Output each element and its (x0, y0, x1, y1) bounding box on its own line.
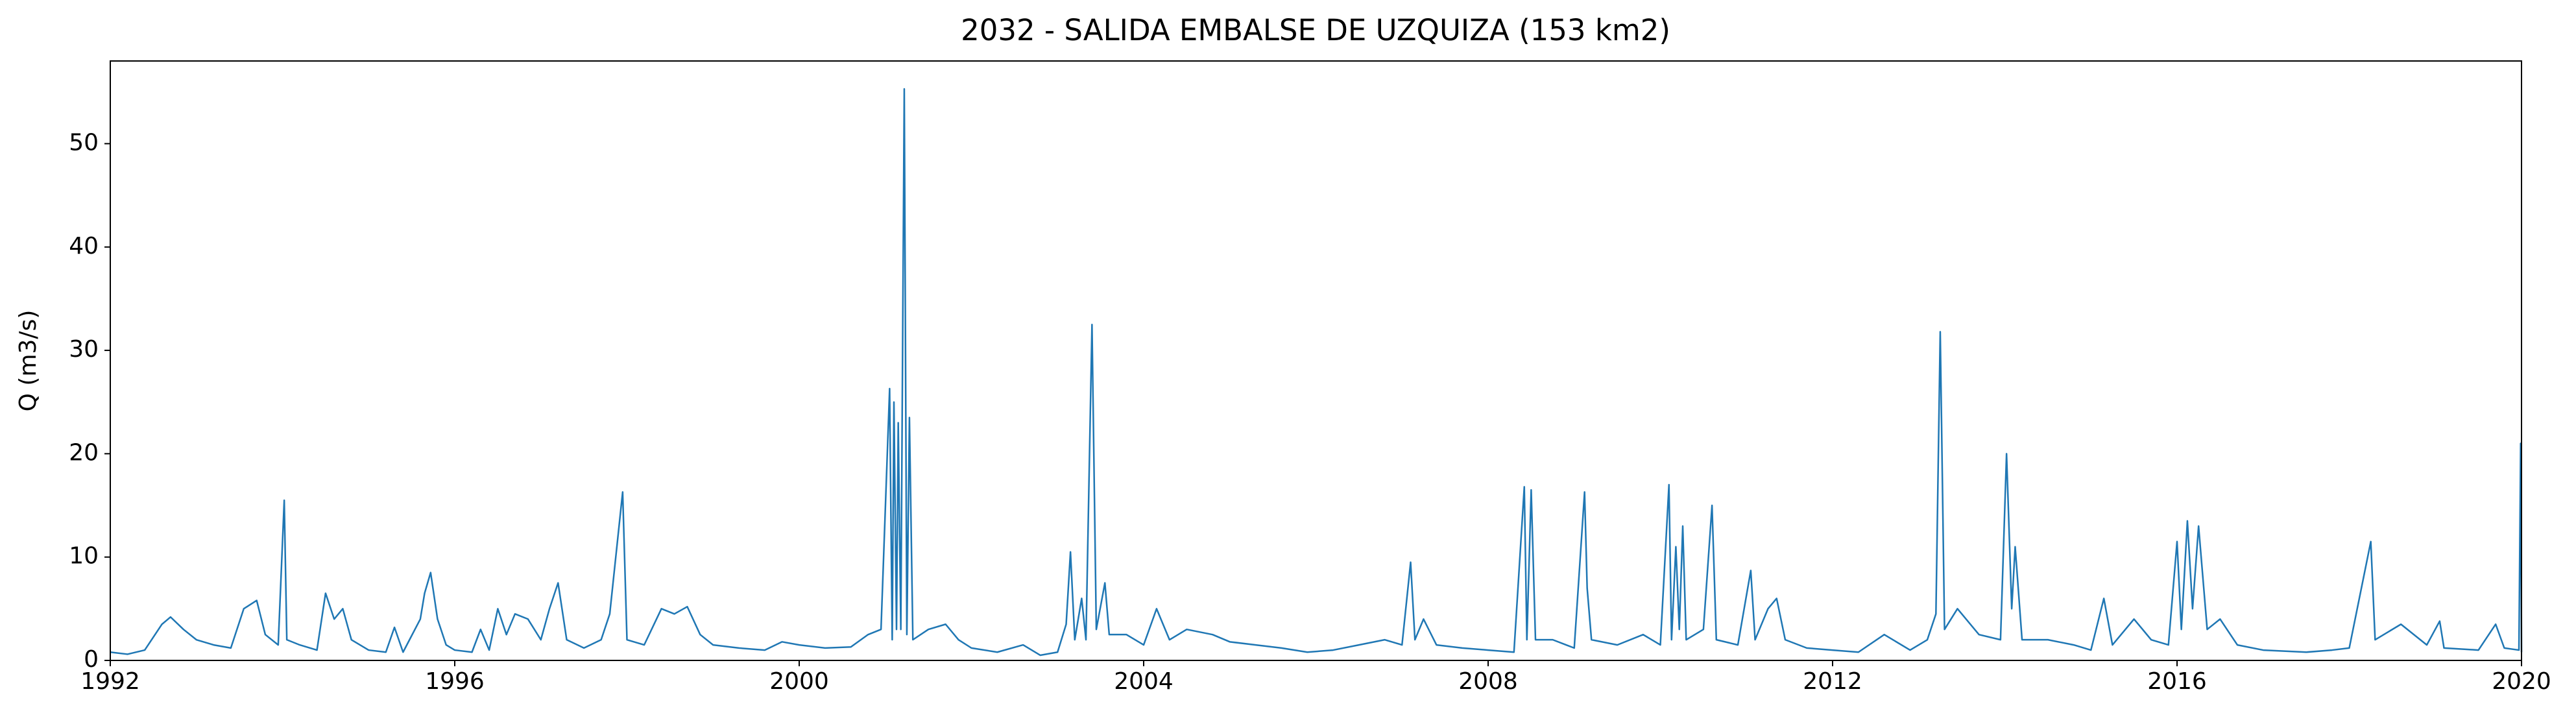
y-axis-label: Q (m3/s) (15, 310, 42, 412)
plot-frame (110, 60, 2522, 661)
chart-title: 2032 - SALIDA EMBALSE DE UZQUIZA (153 km… (961, 13, 1670, 47)
y-tick-label: 0 (84, 646, 99, 673)
x-tick-label: 2016 (2147, 668, 2207, 695)
x-tick-label: 2008 (1458, 668, 1518, 695)
y-tick-label: 10 (69, 543, 99, 570)
data-line (110, 88, 2523, 657)
x-tick-label: 2000 (769, 668, 829, 695)
y-tick-label: 40 (69, 233, 99, 259)
x-tick-label: 2012 (1803, 668, 1862, 695)
x-tick-label: 1996 (425, 668, 485, 695)
x-tick-label: 2020 (2492, 668, 2551, 695)
x-tick-label: 1992 (80, 668, 140, 695)
y-tick-label: 20 (69, 439, 99, 466)
x-tick-label: 2004 (1114, 668, 1174, 695)
y-tick-label: 30 (69, 336, 99, 363)
y-tick-label: 50 (69, 129, 99, 156)
